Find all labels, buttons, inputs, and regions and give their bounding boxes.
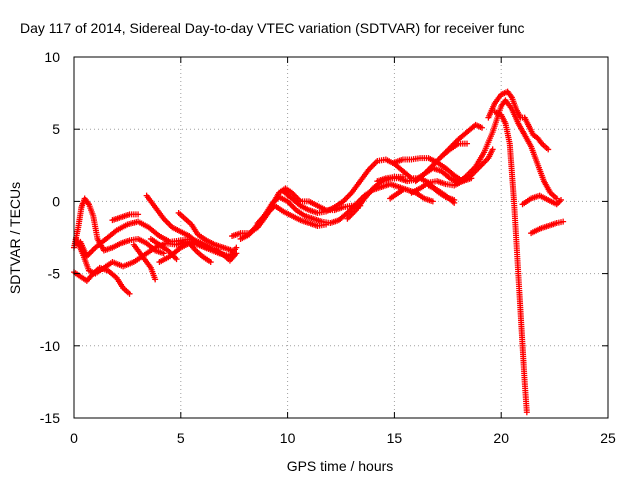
data-point <box>160 250 167 257</box>
data-point <box>489 146 496 153</box>
y-tick-label: -15 <box>40 410 60 426</box>
data-point <box>464 140 471 147</box>
series-trace-f <box>143 192 227 258</box>
data-point <box>290 204 297 211</box>
series-trace-g <box>130 241 159 283</box>
data-point <box>164 220 171 227</box>
x-tick-label: 5 <box>177 430 185 446</box>
x-axis-title: GPS time / hours <box>287 458 394 474</box>
data-point <box>371 160 378 167</box>
x-tick-label: 15 <box>387 430 403 446</box>
x-tick-label: 0 <box>70 430 78 446</box>
data-point <box>166 221 173 228</box>
x-tick-label: 10 <box>280 430 296 446</box>
data-point <box>553 195 560 202</box>
chart-title: Day 117 of 2014, Sidereal Day-to-day VTE… <box>20 20 524 36</box>
data-point <box>233 250 240 257</box>
data-point <box>471 169 478 176</box>
data-point <box>350 209 357 216</box>
y-tick-label: 0 <box>52 193 60 209</box>
data-point <box>345 192 352 199</box>
series-trace-r <box>391 155 475 185</box>
data-point <box>399 173 406 180</box>
data-point <box>368 163 375 170</box>
series-trace-x <box>491 108 530 416</box>
data-point <box>207 259 214 266</box>
series-trace-d <box>77 218 240 264</box>
data-point <box>478 124 485 131</box>
data-point <box>233 244 240 251</box>
data-point <box>135 211 142 218</box>
data-point <box>220 251 227 258</box>
data-point <box>523 409 530 416</box>
series-trace-i <box>156 240 214 266</box>
series-trace-q <box>387 186 406 202</box>
data-point <box>344 194 351 201</box>
series-trace-t <box>408 146 496 196</box>
series-trace-j <box>175 209 236 254</box>
series-trace-u <box>425 182 458 206</box>
data-point <box>126 290 133 297</box>
data-point <box>229 247 236 254</box>
data-point <box>89 247 96 254</box>
data-point <box>163 218 170 225</box>
x-tick-label: 20 <box>493 430 509 446</box>
data-point <box>481 159 488 166</box>
data-point <box>173 256 180 263</box>
data-point <box>288 202 295 209</box>
data-point <box>348 211 355 218</box>
data-point <box>287 201 294 208</box>
data-point <box>560 218 567 225</box>
data-point <box>555 199 562 206</box>
grid-lines <box>74 57 608 418</box>
data-point <box>472 168 479 175</box>
axis-ticks: 0 5 10 15 20 25 10 5 0 -5 -10 -15 <box>40 49 616 446</box>
y-tick-label: -10 <box>40 338 60 354</box>
series-trace-y <box>519 192 565 208</box>
plot-frame <box>73 56 609 419</box>
x-tick-label: 25 <box>600 430 616 446</box>
y-tick-label: 10 <box>44 49 60 65</box>
data-point <box>350 204 357 211</box>
data-point <box>545 146 552 153</box>
data-point <box>451 199 458 206</box>
y-tick-label: 5 <box>52 121 60 137</box>
data-point <box>86 250 93 257</box>
data-point <box>429 198 436 205</box>
series-trace-w <box>485 88 552 153</box>
series-trace-v <box>438 140 471 160</box>
data-point <box>342 195 349 202</box>
data-point <box>347 207 354 214</box>
data-point <box>558 196 565 203</box>
series-trace-z <box>528 218 567 237</box>
series-trace-e <box>109 211 142 224</box>
y-tick-label: -5 <box>48 266 61 282</box>
series-trace-p <box>374 173 406 185</box>
y-axis-title: SDTVAR / TECUs <box>7 182 23 294</box>
series-trace-b <box>71 195 167 257</box>
data-point <box>473 166 480 173</box>
data-marks <box>71 88 567 416</box>
data-point <box>152 276 159 283</box>
data-point <box>399 186 406 193</box>
data-point <box>370 162 377 169</box>
series-trace-m <box>254 202 330 229</box>
data-point <box>482 157 489 164</box>
data-point <box>323 221 330 228</box>
